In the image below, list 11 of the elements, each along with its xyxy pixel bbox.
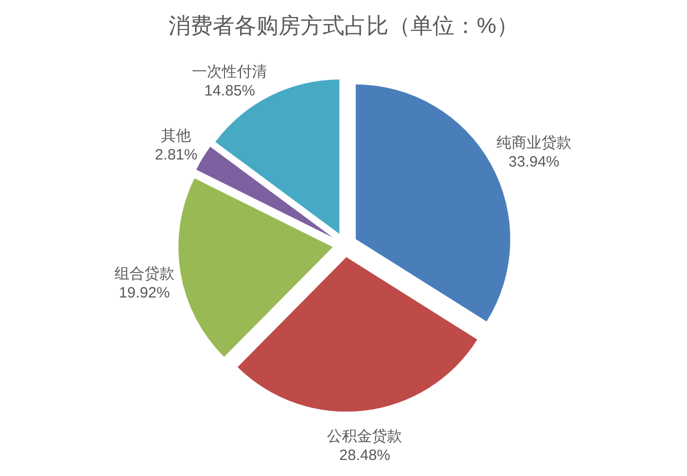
slice-label: 其他 bbox=[161, 128, 192, 145]
data-label: 33.94% bbox=[508, 153, 560, 170]
slice-label: 公积金贷款 bbox=[327, 428, 402, 445]
data-label: 14.85% bbox=[204, 82, 256, 100]
chart-title: 消费者各购房方式占比（单位：%） bbox=[168, 13, 518, 38]
data-label: 19.92% bbox=[118, 284, 170, 302]
slice-label: 一次性付清 bbox=[192, 63, 268, 80]
data-label: 2.81% bbox=[154, 146, 198, 164]
slice-label: 纯商业贷款 bbox=[496, 134, 572, 152]
data-label: 28.48% bbox=[339, 446, 390, 464]
slice-label: 组合贷款 bbox=[114, 265, 174, 282]
